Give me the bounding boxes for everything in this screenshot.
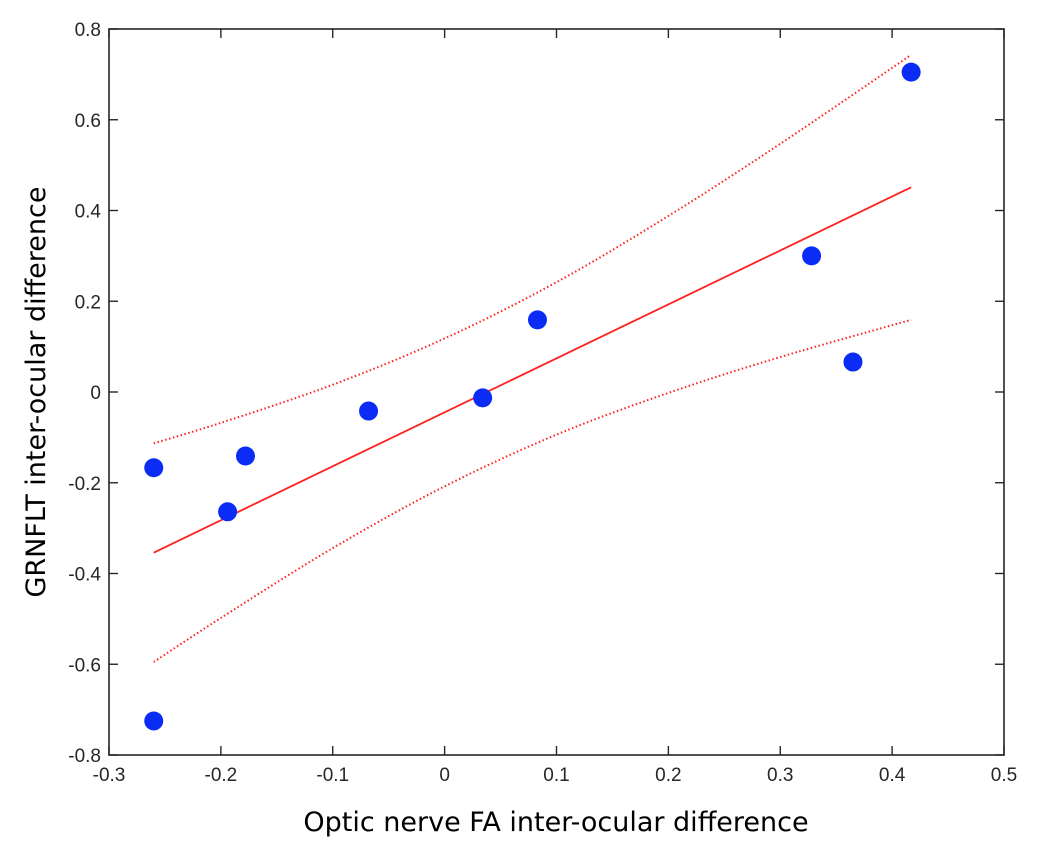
x-tick-label: 0.2 (655, 765, 681, 786)
x-axis-ticks: -0.3 -0.2 -0.1 0 0.1 0.2 0.3 0.4 0.5 (93, 29, 1017, 786)
fit-line-group (153, 186, 912, 554)
upper-confidence-band (153, 54, 912, 445)
y-tick-label: 0.4 (75, 202, 102, 223)
y-tick-label: 0.8 (75, 20, 101, 41)
x-tick-label: 0.1 (543, 765, 569, 786)
y-tick-label: 0.6 (75, 111, 101, 132)
data-point (802, 246, 822, 266)
data-point (144, 458, 164, 478)
lower-confidence-band (153, 318, 912, 663)
data-point (843, 352, 863, 372)
x-axis-label: Optic nerve FA inter-ocular difference (303, 807, 808, 838)
x-tick-label: 0.5 (991, 765, 1017, 786)
plot-area-frame (108, 28, 1005, 756)
x-tick-label: 0.3 (767, 765, 793, 786)
confidence-bands (153, 54, 912, 663)
regression-line (153, 186, 912, 554)
data-points (144, 62, 921, 731)
x-tick-label: -0.1 (316, 765, 349, 786)
y-tick-label: -0.8 (68, 746, 101, 767)
x-tick-label: -0.3 (93, 765, 126, 786)
y-tick-label: 0.2 (75, 292, 101, 313)
data-point (473, 388, 493, 408)
x-tick-label: 0.4 (879, 765, 906, 786)
data-point (359, 401, 379, 421)
data-point (901, 62, 921, 82)
y-tick-label: 0 (90, 383, 101, 404)
x-tick-label: -0.2 (205, 765, 238, 786)
y-tick-label: -0.2 (68, 474, 101, 495)
y-axis-label: GRNFLT inter-ocular difference (21, 187, 52, 598)
y-axis-ticks: -0.8 -0.6 -0.4 -0.2 0 0.2 0.4 0.6 0.8 (68, 20, 1004, 767)
data-point (218, 502, 238, 522)
y-tick-label: -0.6 (68, 655, 101, 676)
x-tick-label: 0 (439, 765, 450, 786)
data-point (235, 446, 255, 466)
y-tick-label: -0.4 (68, 565, 101, 586)
data-point (527, 310, 547, 330)
data-point (144, 711, 164, 731)
